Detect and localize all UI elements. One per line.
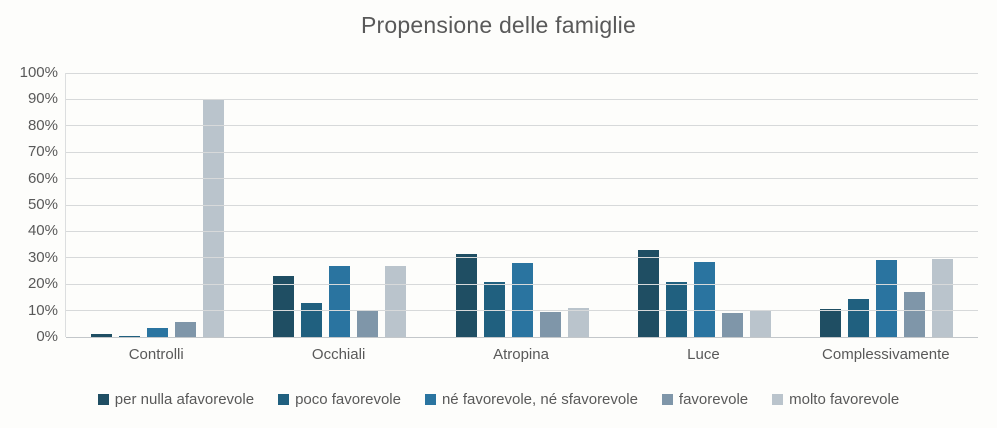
y-tick-label: 50% (27, 196, 58, 213)
bar (455, 253, 477, 337)
legend-item: favorevole (661, 391, 749, 408)
x-axis-label: Controlli (128, 346, 184, 363)
y-tick-label: 40% (27, 222, 58, 240)
legend-item: poco favorevole (278, 391, 401, 408)
legend-swatch (97, 394, 109, 405)
bar (539, 311, 561, 337)
legend-label: favorevole (678, 391, 749, 408)
bar-group (796, 73, 978, 337)
bar (848, 298, 870, 337)
legend-item: molto favorevole (772, 391, 899, 408)
legend-swatch (278, 394, 290, 405)
bar (693, 261, 715, 337)
x-axis-label: Occhiali (311, 346, 366, 363)
gridline (66, 336, 978, 338)
legend-label: molto favorevole (789, 391, 900, 408)
gridline (66, 310, 978, 312)
bar (876, 260, 898, 337)
y-tick-label: 0% (36, 328, 58, 345)
gridline (66, 230, 978, 232)
legend-label: per nulla afavorevole (114, 391, 255, 408)
legend-swatch (772, 394, 784, 405)
legend-item: per nulla afavorevole (97, 391, 255, 408)
bar-group (431, 73, 613, 337)
y-tick-label: 60% (27, 169, 58, 187)
x-axis-label: Luce (687, 346, 720, 363)
bar (721, 313, 743, 337)
bar (567, 307, 589, 337)
gridline (66, 204, 978, 206)
y-tick-label: 20% (27, 275, 58, 293)
bar (483, 281, 505, 337)
bar-groups (66, 73, 978, 337)
gridline (66, 125, 978, 127)
bar (357, 310, 379, 337)
gridline (66, 257, 978, 259)
gridline (66, 151, 978, 153)
y-tick-label: 90% (27, 90, 58, 108)
gridline (66, 178, 978, 180)
bar (329, 265, 351, 337)
legend-label: né favorevole, né sfavorevole (441, 391, 638, 408)
bar (273, 276, 295, 337)
y-tick-label: 100% (19, 64, 58, 81)
legend-label: poco favorevole (295, 391, 401, 408)
y-tick-label: 70% (27, 143, 58, 161)
bar-group (248, 73, 430, 337)
x-axis-labels: Controlli Occhiali Atropina Luce Complessiva… (65, 346, 977, 363)
bar (749, 310, 771, 337)
bar (665, 281, 687, 337)
y-tick-label: 10% (27, 301, 58, 319)
legend: per nulla afavorevole poco favorevole né f… (0, 391, 997, 408)
bar (146, 327, 168, 337)
x-axis-label: Atropina (493, 346, 549, 363)
bar (301, 302, 323, 337)
bar-group (66, 73, 248, 337)
bar (932, 259, 954, 337)
bar (820, 309, 842, 337)
y-tick-label: 30% (27, 248, 58, 266)
bar (385, 265, 407, 337)
legend-swatch (661, 394, 673, 405)
y-tick-label: 80% (27, 116, 58, 134)
bar (637, 249, 659, 337)
bar (202, 99, 224, 337)
bar-group (613, 73, 795, 337)
chart-title: Propensione delle famiglie (361, 12, 636, 38)
gridline (66, 98, 978, 100)
legend-item: né favorevole, né sfavorevole (424, 391, 638, 408)
gridline (66, 283, 978, 285)
bar (90, 334, 112, 337)
legend-swatch (424, 394, 436, 405)
bar (904, 292, 926, 337)
bar (511, 263, 533, 337)
x-axis-label: Complessivamente (822, 346, 950, 363)
plot-area (65, 72, 978, 338)
bar (174, 322, 196, 337)
bar (118, 335, 140, 337)
gridline (66, 72, 978, 74)
